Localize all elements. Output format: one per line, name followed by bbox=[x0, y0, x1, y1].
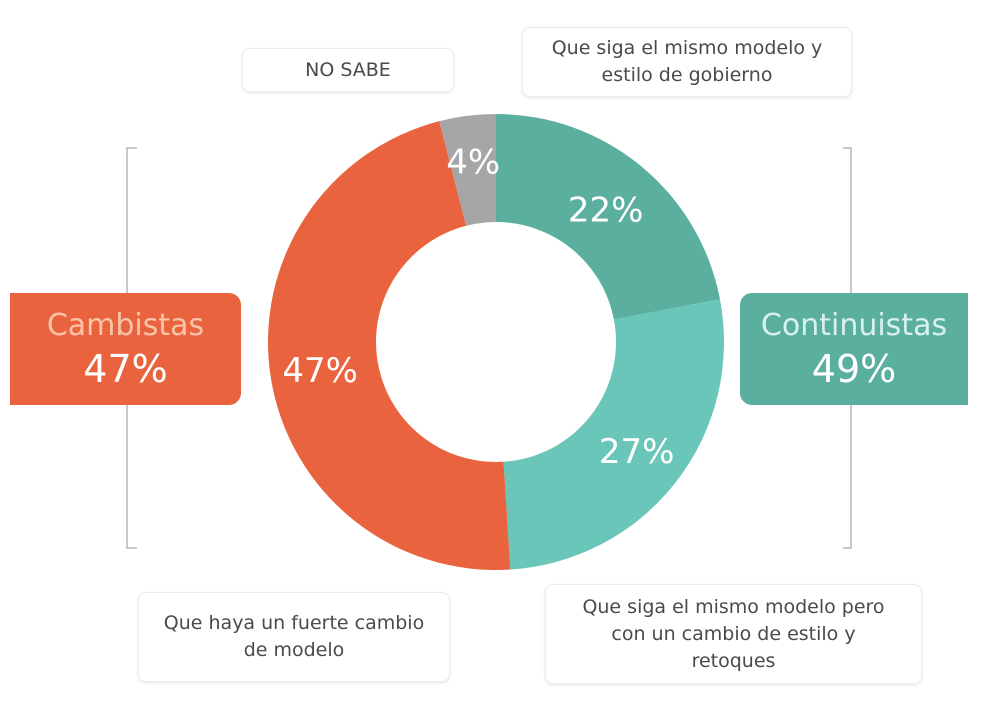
callout-line: retoques bbox=[691, 649, 776, 672]
group-box-cambistas: Cambistas 47% bbox=[10, 293, 241, 405]
slice-value-label: 22% bbox=[568, 190, 644, 230]
group-label: Continuistas bbox=[760, 308, 948, 343]
group-box-continuistas: Continuistas 49% bbox=[740, 293, 968, 405]
callout-line: de modelo bbox=[243, 639, 345, 661]
group-value: 47% bbox=[83, 347, 168, 391]
donut-slice bbox=[439, 114, 496, 226]
group-value: 49% bbox=[811, 347, 897, 391]
callout-mismo-modelo: Que siga el mismo modelo y estilo de gob… bbox=[522, 27, 852, 97]
callout-line: Que siga el mismo modelo pero bbox=[582, 595, 885, 618]
slice-value-label: 4% bbox=[446, 142, 500, 182]
callout-no-sabe: NO SABE bbox=[242, 48, 454, 92]
callout-line: NO SABE bbox=[305, 58, 391, 81]
callout-fuerte-cambio: Que haya un fuerte cambio de modelo bbox=[138, 592, 450, 682]
callout-line: Que haya un fuerte cambio bbox=[163, 612, 425, 634]
callout-line: estilo de gobierno bbox=[601, 64, 773, 86]
callout-line: Que siga el mismo modelo y bbox=[551, 37, 823, 59]
donut-slice bbox=[503, 299, 724, 570]
callout-line: con un cambio de estilo y bbox=[611, 622, 856, 645]
slice-value-label: 27% bbox=[599, 432, 675, 472]
group-label: Cambistas bbox=[46, 308, 205, 343]
donut-slice bbox=[496, 114, 720, 320]
donut-slice bbox=[267, 121, 511, 571]
donut-slice-labels: 22% 27% 47% 4% bbox=[282, 142, 674, 472]
donut-slices bbox=[267, 114, 724, 571]
slice-value-label: 47% bbox=[282, 351, 358, 391]
callout-retoques: Que siga el mismo modelo pero con un cam… bbox=[545, 584, 922, 684]
